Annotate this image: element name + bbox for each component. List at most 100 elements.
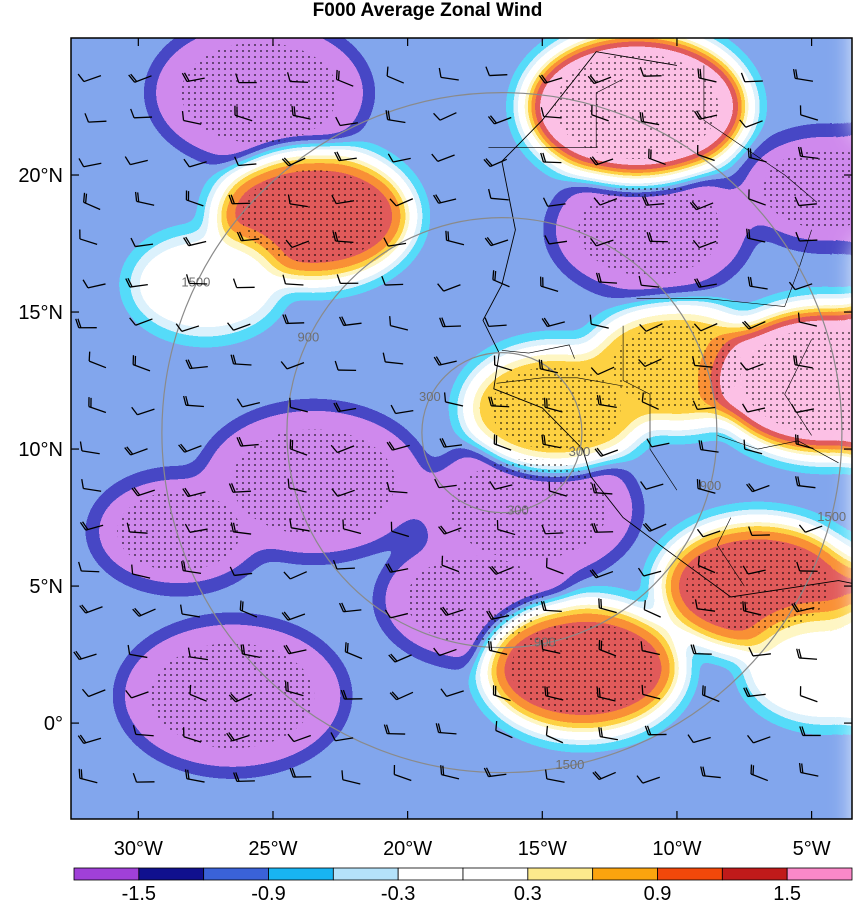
lon-tick-label: 30°W [114, 838, 163, 860]
wind-barb [538, 74, 563, 84]
lat-tick-label: 0° [44, 713, 63, 735]
wind-barb [690, 644, 712, 655]
wind-barb [433, 194, 457, 204]
wind-barb [493, 355, 513, 371]
wind-barb [798, 762, 819, 777]
range-ring [161, 92, 843, 774]
wind-barb [178, 443, 202, 453]
wind-barb [88, 397, 107, 414]
wind-barb [129, 317, 153, 326]
wind-barb [75, 318, 97, 329]
wind-barb [333, 402, 357, 413]
wind-barb [334, 360, 357, 372]
wind-barb [230, 354, 252, 366]
wind-barb [440, 765, 460, 780]
wind-barb [81, 479, 102, 492]
wind-barb [127, 644, 148, 659]
wind-barb [235, 73, 257, 84]
wind-barb [797, 312, 818, 327]
wind-barb [640, 641, 660, 656]
lat-tick-label: 15°N [18, 302, 63, 324]
wind-barb [487, 188, 509, 201]
range-ring-label: 300 [507, 502, 529, 517]
wind-barb [228, 693, 253, 703]
wind-barb [381, 275, 404, 286]
wind-barb [334, 151, 357, 162]
wind-barb [443, 392, 464, 407]
wind-barb [434, 478, 457, 489]
wind-barb [289, 518, 310, 532]
country-border [703, 65, 818, 203]
wind-barb [748, 647, 771, 657]
wind-barb [694, 278, 717, 288]
wind-barb [796, 561, 818, 572]
lat-tick-label: 20°N [18, 165, 63, 187]
wind-barb [486, 610, 510, 620]
wind-barb [548, 481, 567, 497]
stipple-patch [743, 327, 852, 434]
wind-barb [691, 356, 713, 368]
wind-barb [544, 769, 565, 783]
wind-barb [124, 446, 148, 456]
wind-barb [433, 647, 457, 657]
wind-barb [230, 522, 252, 535]
wind-barb [700, 766, 721, 779]
colorbar-swatch [203, 867, 269, 881]
wind-barb [239, 600, 258, 618]
wind-barb [489, 480, 513, 490]
wind-barb [593, 197, 618, 206]
wind-barb [180, 561, 202, 575]
wind-barb [181, 110, 202, 125]
wind-barb [794, 196, 817, 207]
wind-barb [344, 642, 363, 660]
wind-barb [132, 772, 155, 783]
wind-barb [387, 153, 411, 163]
wind-barb [538, 359, 559, 374]
wind-barb [125, 277, 148, 288]
wind-barb [692, 239, 717, 249]
wind-barb [77, 734, 102, 745]
stipple-patch [490, 366, 621, 450]
wind-barb [132, 355, 151, 372]
stipple-patch [241, 170, 386, 263]
wind-barb [795, 476, 816, 489]
wind-barb [81, 688, 106, 698]
wind-barb [132, 607, 156, 617]
wind-barb [484, 237, 509, 247]
wind-barb [595, 272, 618, 284]
wind-barb [280, 361, 305, 370]
colorbar-swatch [786, 867, 853, 881]
wind-barb [701, 685, 720, 703]
wind-barb [286, 72, 309, 84]
wind-barb [234, 105, 253, 122]
wind-barb [187, 647, 209, 661]
wind-barb [739, 119, 763, 128]
wind-barb [282, 314, 305, 325]
wind-barb [433, 112, 457, 121]
wind-barb [689, 201, 714, 211]
wind-barb [126, 522, 148, 534]
wind-barb [748, 189, 766, 206]
wind-barb [792, 68, 814, 82]
wind-barb [131, 406, 155, 416]
wind-barb [743, 439, 763, 455]
wind-barb [589, 569, 614, 579]
wind-barb [330, 732, 354, 742]
wind-barb [331, 194, 355, 205]
wind-barb [637, 567, 662, 577]
wind-barb [747, 147, 767, 163]
colorbar-swatch [592, 867, 658, 881]
wind-barb [336, 274, 359, 285]
wind-barb [696, 145, 715, 162]
wind-barb [77, 73, 102, 83]
wind-barb [742, 320, 766, 330]
colorbar-label: -0.3 [381, 883, 415, 900]
lon-tick-label: 15°W [518, 838, 567, 860]
wind-barb [799, 686, 818, 703]
wind-barb [540, 600, 562, 613]
wind-barb [742, 601, 762, 616]
wind-barb [742, 565, 766, 575]
coastline [482, 51, 852, 598]
country-border [501, 344, 575, 359]
